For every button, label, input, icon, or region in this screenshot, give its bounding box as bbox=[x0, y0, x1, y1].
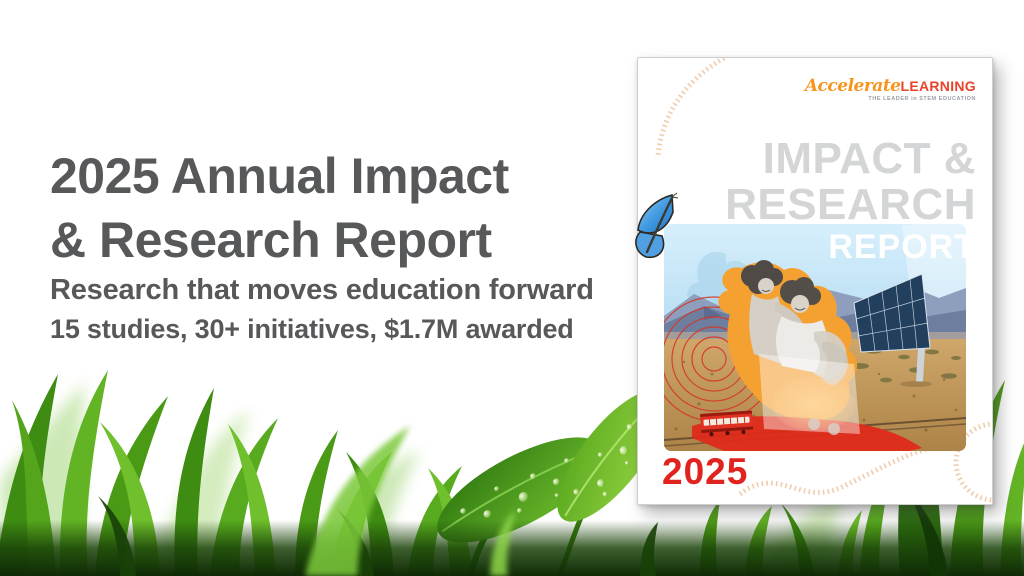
cover-title: IMPACT & RESEARCH REPORT bbox=[725, 134, 976, 267]
cover-title-line3: REPORT bbox=[828, 228, 976, 266]
butterfly-icon bbox=[635, 192, 679, 259]
page-title-line1: 2025 Annual Impact bbox=[50, 147, 509, 204]
cover-photo-collage bbox=[664, 224, 966, 451]
cover-title-line1: IMPACT & bbox=[762, 134, 976, 183]
accelerate-learning-logo: AccelerateLEARNING THE LEADER in STEM ED… bbox=[805, 78, 976, 103]
logo-tagline: THE LEADER in STEM EDUCATION bbox=[868, 96, 976, 102]
butterfly-silhouette bbox=[687, 252, 750, 309]
solar-panel bbox=[853, 273, 932, 387]
cover-year: 2025 bbox=[662, 451, 749, 492]
logo-word-text: LEARNING bbox=[900, 78, 976, 94]
logo-script-text: Accelerate bbox=[804, 76, 901, 96]
report-cover: AccelerateLEARNING THE LEADER in STEM ED… bbox=[635, 57, 993, 505]
cover-title-line2: RESEARCH bbox=[725, 180, 976, 229]
page-title: 2025 Annual Impact & Research Report bbox=[50, 144, 509, 272]
red-train bbox=[700, 410, 754, 437]
children-collage bbox=[741, 260, 860, 435]
stats-line: 15 studies, 30+ initiatives, $1.7M award… bbox=[50, 314, 574, 344]
page-title-line2: & Research Report bbox=[50, 211, 492, 268]
subheadline: Research that moves education forward bbox=[50, 274, 594, 306]
